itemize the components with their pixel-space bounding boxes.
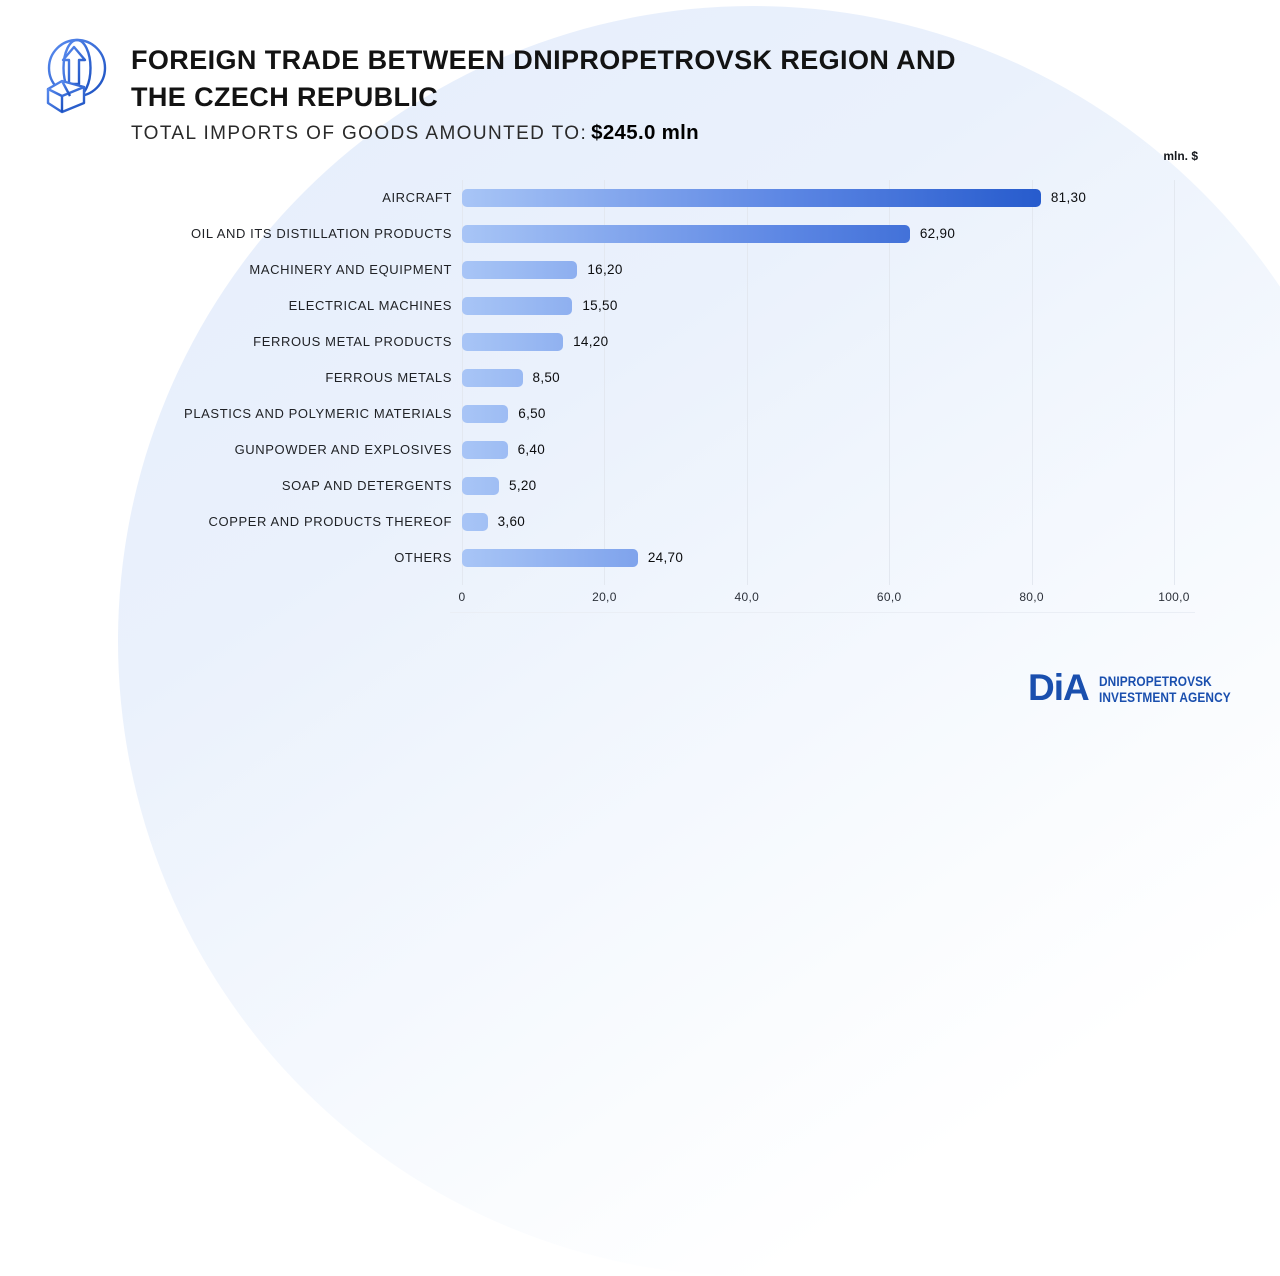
bar-row: 16,20 xyxy=(462,252,1222,288)
bar-value-label: 16,20 xyxy=(587,262,623,277)
bar-row: 62,90 xyxy=(462,216,1222,252)
x-axis-ticks: 0 20,0 40,0 60,0 80,0 100,0 xyxy=(458,590,1222,610)
bar-row: 8,50 xyxy=(462,360,1222,396)
bar-row: 24,70 xyxy=(462,540,1222,576)
page-title: FOREIGN TRADE BETWEEN DNIPROPETROVSK REG… xyxy=(131,42,1151,116)
category-label: MACHINERY AND EQUIPMENT xyxy=(249,262,452,277)
subtitle-text: TOTAL IMPORTS OF GOODS AMOUNTED TO: xyxy=(131,123,588,144)
bar-value-label: 3,60 xyxy=(497,514,526,529)
bar-value-label: 81,30 xyxy=(1050,190,1087,205)
gridline xyxy=(604,180,606,585)
category-label: PLASTICS AND POLYMERIC MATERIALS xyxy=(184,406,452,421)
x-tick-label: 100,0 xyxy=(1158,590,1190,604)
x-tick-label: 40,0 xyxy=(734,590,760,604)
agency-name-line-2: INVESTMENT AGENCY xyxy=(1098,690,1231,705)
title-line-1: FOREIGN TRADE BETWEEN DNIPROPETROVSK REG… xyxy=(131,45,956,75)
bar-row: 5,20 xyxy=(462,468,1222,504)
x-tick-label: 80,0 xyxy=(1019,590,1044,604)
x-tick-label: 0 xyxy=(458,590,466,604)
bar-value-label: 5,20 xyxy=(509,478,537,493)
bar-row: 81,30 xyxy=(462,180,1222,216)
globe-export-logo-icon xyxy=(46,38,107,114)
bar-row: 15,50 xyxy=(462,288,1222,324)
gridline xyxy=(1174,180,1175,585)
bar-chart: AIRCRAFT OIL AND ITS DISTILLATION PRODUCT… xyxy=(0,180,1222,613)
gridline xyxy=(1031,180,1033,585)
bar xyxy=(462,549,638,567)
category-labels-column: AIRCRAFT OIL AND ITS DISTILLATION PRODUCT… xyxy=(0,180,452,576)
gridline xyxy=(746,180,748,585)
agency-logo: DiA DNIPROPETROVSK INVESTMENT AGENCY xyxy=(1028,668,1248,708)
bar-value-label: 62,90 xyxy=(919,226,956,241)
bar xyxy=(462,261,578,279)
bar-value-label: 6,50 xyxy=(518,406,546,421)
bar-value-label: 15,50 xyxy=(582,298,618,313)
bars-container: 81,30 62,90 16,20 15,50 14,20 8,50 6,50 6,40 5,2… xyxy=(462,180,1222,576)
agency-name-line-1: DNIPROPETROVSK xyxy=(1098,674,1212,689)
bar-value-label: 8,50 xyxy=(532,370,560,385)
bar xyxy=(462,297,573,315)
category-label: OIL AND ITS DISTILLATION PRODUCTS xyxy=(190,226,452,241)
category-label: GUNPOWDER AND EXPLOSIVES xyxy=(234,442,452,457)
category-label: AIRCRAFT xyxy=(382,190,452,205)
bar-value-label: 14,20 xyxy=(573,334,609,349)
bar-row: 3,60 xyxy=(462,504,1222,540)
category-label: OTHERS xyxy=(394,550,452,565)
bar xyxy=(462,513,488,531)
bar-row: 14,20 xyxy=(462,324,1222,360)
bar-value-label: 24,70 xyxy=(647,550,684,565)
x-tick-label: 20,0 xyxy=(592,590,617,604)
page-subtitle: TOTAL IMPORTS OF GOODS AMOUNTED TO: $245.… xyxy=(131,121,699,145)
axis-baseline xyxy=(450,612,1195,613)
category-label: COPPER AND PRODUCTS THEREOF xyxy=(208,514,452,529)
bar-value-label: 6,40 xyxy=(517,442,546,457)
category-label: FERROUS METALS xyxy=(325,370,452,385)
axis-unit-label: mln. $ xyxy=(1163,149,1198,163)
subtitle-total-value: $245.0 mln xyxy=(591,121,699,144)
bar-row: 6,40 xyxy=(462,432,1222,468)
x-tick-label: 60,0 xyxy=(876,590,902,604)
bar xyxy=(462,405,509,423)
bar-row: 6,50 xyxy=(462,396,1222,432)
bar xyxy=(462,477,500,495)
bar xyxy=(462,369,523,387)
dia-logo-mark: DiA xyxy=(1028,667,1090,708)
bar xyxy=(462,189,1041,207)
bar xyxy=(462,225,910,243)
bar xyxy=(462,441,508,459)
bar xyxy=(462,333,564,351)
category-label: SOAP AND DETERGENTS xyxy=(281,478,452,493)
agency-name: DNIPROPETROVSK INVESTMENT AGENCY xyxy=(1099,674,1231,706)
category-label: FERROUS METAL PRODUCTS xyxy=(253,334,452,349)
title-line-2: THE CZECH REPUBLIC xyxy=(131,82,439,112)
gridline xyxy=(889,180,891,585)
category-label: ELECTRICAL MACHINES xyxy=(288,298,452,313)
